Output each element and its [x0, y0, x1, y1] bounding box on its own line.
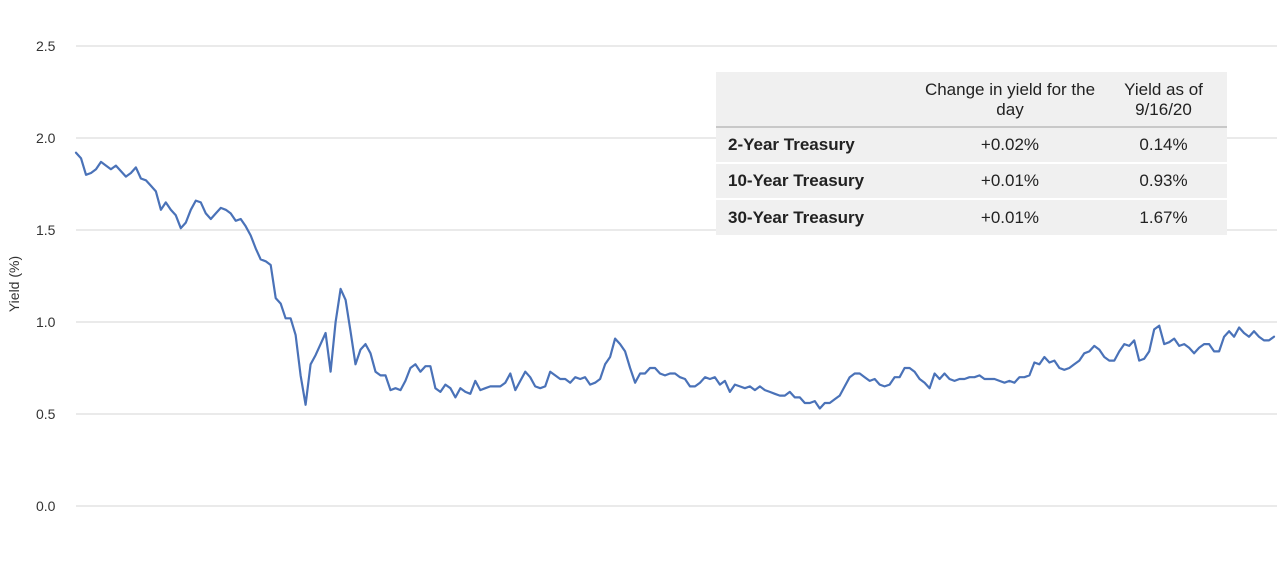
y-tick-label: 0.5 [36, 406, 56, 422]
treasury-name: 2-Year Treasury [728, 135, 855, 154]
y-axis-tick-labels: 0.0 0.5 1.0 1.5 2.0 2.5 [36, 38, 56, 514]
yield-value: 0.93% [1139, 171, 1188, 190]
y-tick-label: 0.0 [36, 498, 56, 514]
yield-value: 0.14% [1139, 135, 1188, 154]
gridlines [76, 45, 1277, 507]
treasury-name: 10-Year Treasury [728, 171, 865, 190]
table-row: 10-Year Treasury +0.01% 0.93% [716, 163, 1227, 199]
table-header-change: Change in yield for the day [924, 80, 1096, 119]
treasury-yield-table: Change in yield for the day Yield as of … [716, 72, 1227, 235]
treasury-name: 30-Year Treasury [728, 207, 865, 227]
y-tick-label: 1.0 [36, 314, 56, 330]
y-tick-label: 2.5 [36, 38, 56, 54]
y-tick-label: 1.5 [36, 222, 56, 238]
yield-change: +0.02% [980, 135, 1040, 154]
table-row: 30-Year Treasury +0.01% 1.67% [716, 199, 1227, 235]
yield-change: +0.01% [980, 171, 1040, 190]
table-header-yield: Yield as of 9/16/20 [1124, 80, 1203, 119]
table-row: 2-Year Treasury +0.02% 0.14% [716, 127, 1227, 163]
yield-change: +0.01% [980, 207, 1040, 227]
yield-series-line [74, 151, 1276, 410]
y-axis-title: Yield (%) [6, 256, 22, 312]
table-header-row: Change in yield for the day Yield as of … [716, 72, 1227, 127]
y-tick-label: 2.0 [36, 130, 56, 146]
table-header-blank [716, 72, 920, 127]
yield-value: 1.67% [1139, 207, 1188, 227]
